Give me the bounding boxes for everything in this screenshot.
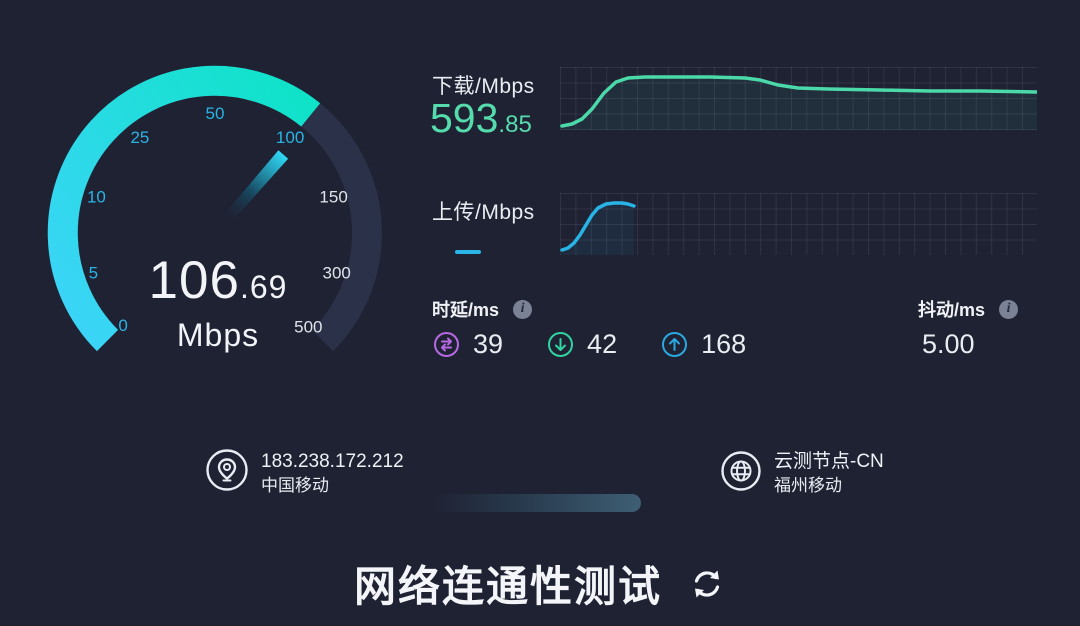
jitter-header: 抖动/ms bbox=[918, 296, 1019, 322]
latency-upload-item: 168 bbox=[661, 329, 746, 360]
jitter-value: 5.00 bbox=[922, 329, 975, 359]
server-location: 福州移动 bbox=[774, 476, 842, 495]
latency-total-item: 39 bbox=[433, 329, 503, 360]
latency-header: 时延/ms bbox=[432, 296, 533, 322]
svg-text:500: 500 bbox=[294, 317, 322, 336]
jitter-info-icon[interactable] bbox=[999, 299, 1019, 319]
svg-text:150: 150 bbox=[319, 188, 347, 207]
swap-arrows-icon bbox=[433, 331, 460, 358]
svg-text:25: 25 bbox=[130, 128, 149, 147]
download-label: 下载/Mbps bbox=[432, 75, 535, 98]
latency-download-value: 42 bbox=[587, 329, 618, 359]
svg-text:300: 300 bbox=[323, 264, 351, 283]
test-progress-bar bbox=[432, 494, 641, 512]
speed-value: 106.69 bbox=[90, 254, 346, 314]
client-info: 183.238.172.212 中国移动 bbox=[205, 448, 404, 497]
server-info: 云测节点-CN 福州移动 bbox=[720, 449, 884, 497]
page-title: 网络连通性测试 bbox=[353, 563, 662, 610]
latency-info-icon[interactable] bbox=[513, 299, 533, 319]
upload-chart bbox=[560, 193, 1037, 255]
speed-unit: Mbps bbox=[176, 317, 260, 353]
arrow-down-circle-icon bbox=[547, 331, 574, 358]
svg-text:0: 0 bbox=[118, 316, 127, 335]
svg-text:50: 50 bbox=[206, 104, 225, 123]
latency-upload-value: 168 bbox=[701, 329, 747, 359]
latency-total-value: 39 bbox=[473, 329, 504, 359]
download-value-int: 593 bbox=[430, 95, 499, 141]
speed-readout: 106.69 Mbps bbox=[90, 254, 346, 352]
globe-icon bbox=[720, 450, 762, 497]
speed-value-int: 106 bbox=[148, 251, 240, 310]
arrow-up-circle-icon bbox=[661, 331, 688, 358]
location-pin-icon bbox=[205, 448, 249, 497]
speed-value-frac: .69 bbox=[239, 269, 288, 305]
speed-gauge: 0 5 10 25 50 100 150 300 500 bbox=[0, 0, 430, 420]
svg-text:10: 10 bbox=[87, 188, 106, 207]
upload-value-pending-dash bbox=[455, 250, 481, 254]
client-isp: 中国移动 bbox=[261, 475, 329, 495]
refresh-icon[interactable] bbox=[688, 566, 726, 602]
download-value: 593.85 bbox=[430, 96, 532, 140]
latency-download-item: 42 bbox=[547, 329, 617, 360]
server-name: 云测节点-CN bbox=[774, 451, 884, 472]
jitter-label: 抖动/ms bbox=[918, 300, 986, 320]
svg-text:100: 100 bbox=[276, 128, 304, 147]
footer: 网络连通性测试 bbox=[0, 553, 1080, 614]
upload-label: 上传/Mbps bbox=[432, 201, 535, 224]
latency-values-row: 39 42 168 bbox=[433, 329, 746, 360]
svg-text:5: 5 bbox=[89, 264, 98, 283]
latency-label: 时延/ms bbox=[432, 300, 500, 320]
download-chart bbox=[560, 67, 1039, 130]
download-value-frac: .85 bbox=[498, 111, 532, 138]
client-ip: 183.238.172.212 bbox=[261, 450, 404, 472]
